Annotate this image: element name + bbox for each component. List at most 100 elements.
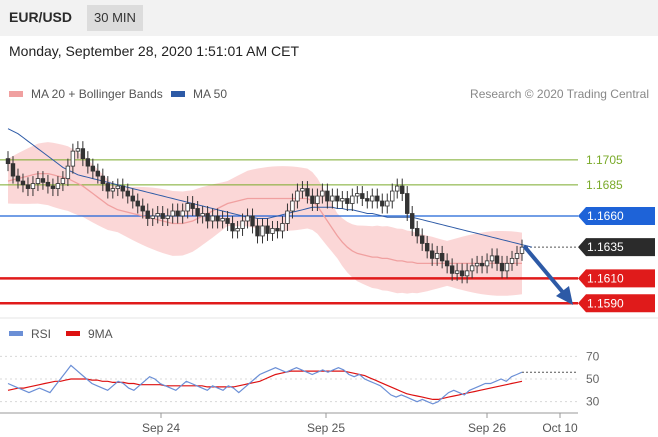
candle [410,206,415,236]
candle [155,206,160,224]
candle-down [160,213,165,219]
level-label-1: 1.1685 [586,178,623,192]
candle [415,220,420,244]
ma9-line [7,370,523,400]
candle [90,158,96,179]
candle [469,258,475,279]
candle [260,218,265,244]
candle [265,218,270,241]
legend-9ma-label: 9MA [88,327,113,341]
candle-up [60,178,66,184]
candles [5,141,525,284]
candle [504,255,510,279]
pair-title: EUR/USD [9,9,73,25]
level-badge-3 [578,238,655,257]
candle [5,151,11,172]
level-badge-4 [578,269,655,288]
candle-down [100,175,106,184]
candle [40,171,46,190]
candle [479,255,485,274]
x-tick-label-0: Sep 24 [142,421,180,435]
candle [335,188,340,209]
candle [444,253,450,274]
candle [25,177,31,197]
candle [50,178,56,197]
candle-down [80,148,86,160]
candle [385,193,390,214]
candle-up [70,150,76,167]
candle-up [245,215,250,222]
candle [100,168,106,192]
candle-up [170,210,175,217]
candle [45,174,51,194]
candle [345,191,350,211]
candle-up [340,198,345,202]
candle-down [215,215,220,222]
candle [105,176,111,199]
candle [125,183,130,204]
candle [395,178,400,199]
candle-down [429,250,435,259]
candle-down [424,243,430,252]
candle-up [509,257,515,264]
candle [65,158,71,187]
candle [519,239,525,261]
x-tick-label-1: Sep 25 [307,421,345,435]
candle [424,235,430,259]
candle-up [330,195,335,202]
candle-down [230,223,235,232]
candle [60,171,66,192]
candle [55,176,61,197]
candle-up [320,190,325,197]
candle [140,198,145,219]
candle [494,248,500,271]
candle [439,245,445,269]
candle [350,188,355,211]
candle [95,163,101,184]
candle-down [375,195,380,202]
candle [215,208,220,229]
candle [255,218,260,244]
candle [240,213,245,236]
candle [305,181,310,204]
candle [75,141,81,159]
level-lines [0,159,578,305]
candle-down [140,205,145,212]
candle [370,188,375,209]
candle-up [30,183,36,189]
candle-down [145,210,150,219]
candle [225,211,230,231]
candle-up [75,148,81,152]
candle-up [290,200,295,212]
candle-down [5,158,11,165]
candle-up [210,215,215,222]
candle [300,181,305,199]
candle [355,186,360,204]
candle-down [125,190,130,197]
candle-down [120,185,125,192]
ma20-line [7,172,522,265]
candle-down [444,260,450,267]
candle-up [65,165,71,179]
candle-up [220,218,225,222]
candle [315,188,320,211]
candle-down [439,252,445,262]
candle [10,156,16,184]
candle-up [285,210,290,224]
candle-down [275,228,280,232]
candle [514,245,520,266]
candle-up [180,210,185,217]
timeframe-badge[interactable]: 30 MIN [87,5,143,31]
candle-down [494,255,500,264]
candle-down [20,180,26,186]
candle [145,203,150,226]
candle [290,193,295,219]
candle-up [395,185,400,192]
candle-down [10,163,16,177]
candle [295,183,300,209]
candle-down [45,181,51,187]
candle-down [175,210,180,217]
candle [190,196,195,216]
candle-down [499,262,505,272]
level-badge-text-3: 1.1635 [587,240,624,254]
